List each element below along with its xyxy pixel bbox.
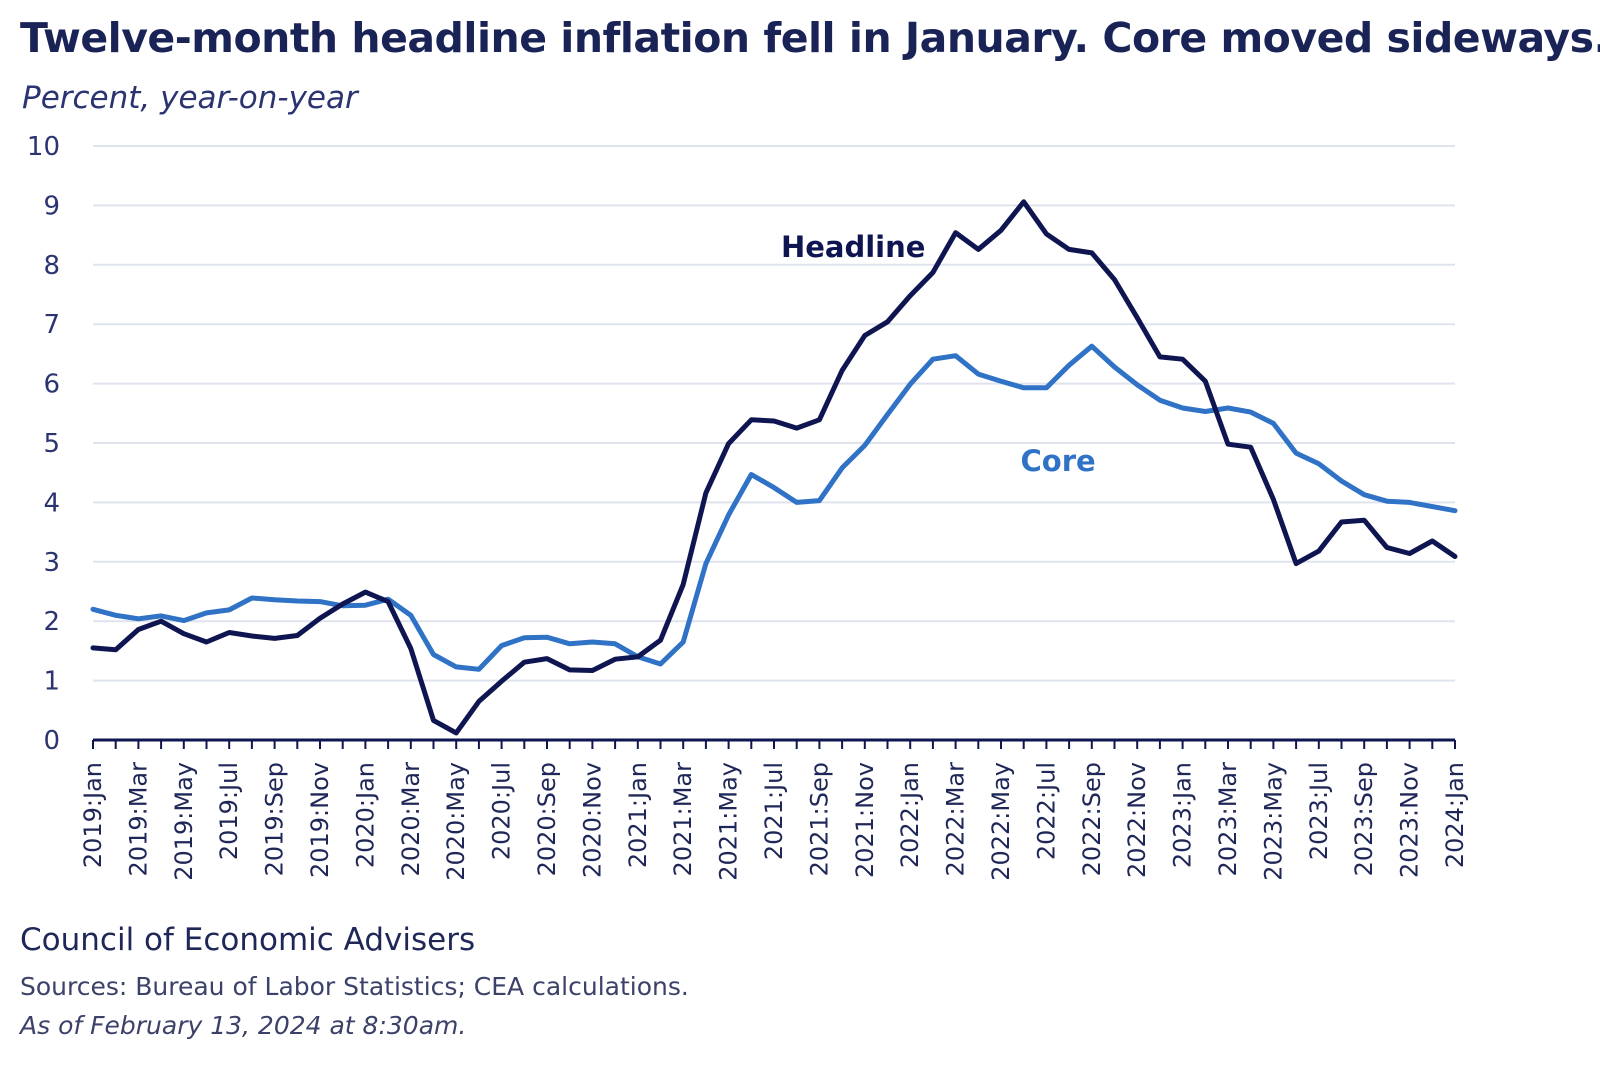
x-tick-label: 2019:Jan bbox=[79, 762, 107, 868]
x-tick-label: 2019:Nov bbox=[306, 762, 334, 878]
x-tick-label: 2022:Jan bbox=[896, 762, 924, 868]
x-tick-label: 2021:Jan bbox=[624, 762, 652, 868]
series-line-core bbox=[90, 343, 1458, 672]
series-labels: Headline Core bbox=[781, 230, 1096, 478]
chart-title: Twelve-month headline inflation fell in … bbox=[20, 14, 1600, 62]
x-tick-label: 2022:Sep bbox=[1078, 762, 1106, 876]
x-tick-label: 2023:Sep bbox=[1350, 762, 1378, 876]
footer-organization: Council of Economic Advisers bbox=[20, 922, 476, 958]
y-gridlines bbox=[93, 145, 1455, 682]
x-tick-label: 2023:May bbox=[1259, 762, 1287, 881]
x-tick-label: 2021:Nov bbox=[851, 762, 879, 878]
chart-subtitle: Percent, year-on-year bbox=[22, 80, 358, 116]
y-tick-label: 2 bbox=[43, 607, 60, 637]
y-tick-label: 1 bbox=[43, 667, 60, 697]
x-tick-label: 2021:Jul bbox=[760, 762, 788, 860]
y-axis-ticks: 0 1 2 3 4 5 6 7 8 9 10 bbox=[27, 132, 60, 756]
x-tick-label: 2021:May bbox=[715, 762, 743, 881]
x-tick-label: 2022:Nov bbox=[1123, 762, 1151, 878]
series-label-headline: Headline bbox=[781, 230, 925, 264]
y-tick-label: 4 bbox=[43, 488, 60, 518]
x-tick-label: 2020:May bbox=[442, 762, 470, 881]
x-tick-label: 2022:Jul bbox=[1032, 762, 1060, 860]
y-tick-label: 8 bbox=[43, 251, 60, 281]
x-tick-label: 2020:Mar bbox=[397, 762, 425, 877]
x-tick-label: 2023:Mar bbox=[1214, 762, 1242, 877]
x-tick-label: 2022:May bbox=[987, 762, 1015, 881]
x-tick-label: 2023:Nov bbox=[1396, 762, 1424, 878]
x-tick-label: 2019:Mar bbox=[124, 762, 152, 877]
series-label-core: Core bbox=[1021, 444, 1096, 478]
series-lines bbox=[90, 199, 1458, 736]
x-tick-label: 2019:Jul bbox=[215, 762, 243, 860]
y-tick-label: 0 bbox=[43, 726, 60, 756]
x-tick-label: 2021:Mar bbox=[669, 762, 697, 877]
x-tick-label: 2019:May bbox=[170, 762, 198, 881]
x-tick-label: 2020:Jul bbox=[488, 762, 516, 860]
y-tick-label: 9 bbox=[43, 191, 60, 221]
x-tick-label: 2020:Jan bbox=[351, 762, 379, 868]
series-line-headline bbox=[90, 199, 1458, 736]
x-axis: 2019:Jan 2019:Mar 2019:May 2019:Jul 2019:Sep… bbox=[79, 738, 1469, 881]
footer-sources: Sources: Bureau of Labor Statistics; CEA… bbox=[20, 972, 689, 1001]
y-tick-label: 6 bbox=[43, 370, 60, 400]
x-tick-label: 2019:Sep bbox=[261, 762, 289, 876]
x-tick-label: 2020:Sep bbox=[533, 762, 561, 876]
x-tick-label: 2022:Mar bbox=[942, 762, 970, 877]
x-tick-label: 2023:Jul bbox=[1305, 762, 1333, 860]
x-tick-label: 2023:Jan bbox=[1169, 762, 1197, 868]
y-tick-label: 7 bbox=[43, 310, 60, 340]
y-tick-label: 3 bbox=[43, 548, 60, 578]
x-tick-label: 2020:Nov bbox=[578, 762, 606, 878]
x-tick-label: 2024:Jan bbox=[1441, 762, 1469, 868]
y-tick-label: 5 bbox=[43, 429, 60, 459]
footer-as-of: As of February 13, 2024 at 8:30am. bbox=[20, 1011, 467, 1040]
x-tick-label: 2021:Sep bbox=[805, 762, 833, 876]
y-tick-label: 10 bbox=[27, 132, 60, 162]
